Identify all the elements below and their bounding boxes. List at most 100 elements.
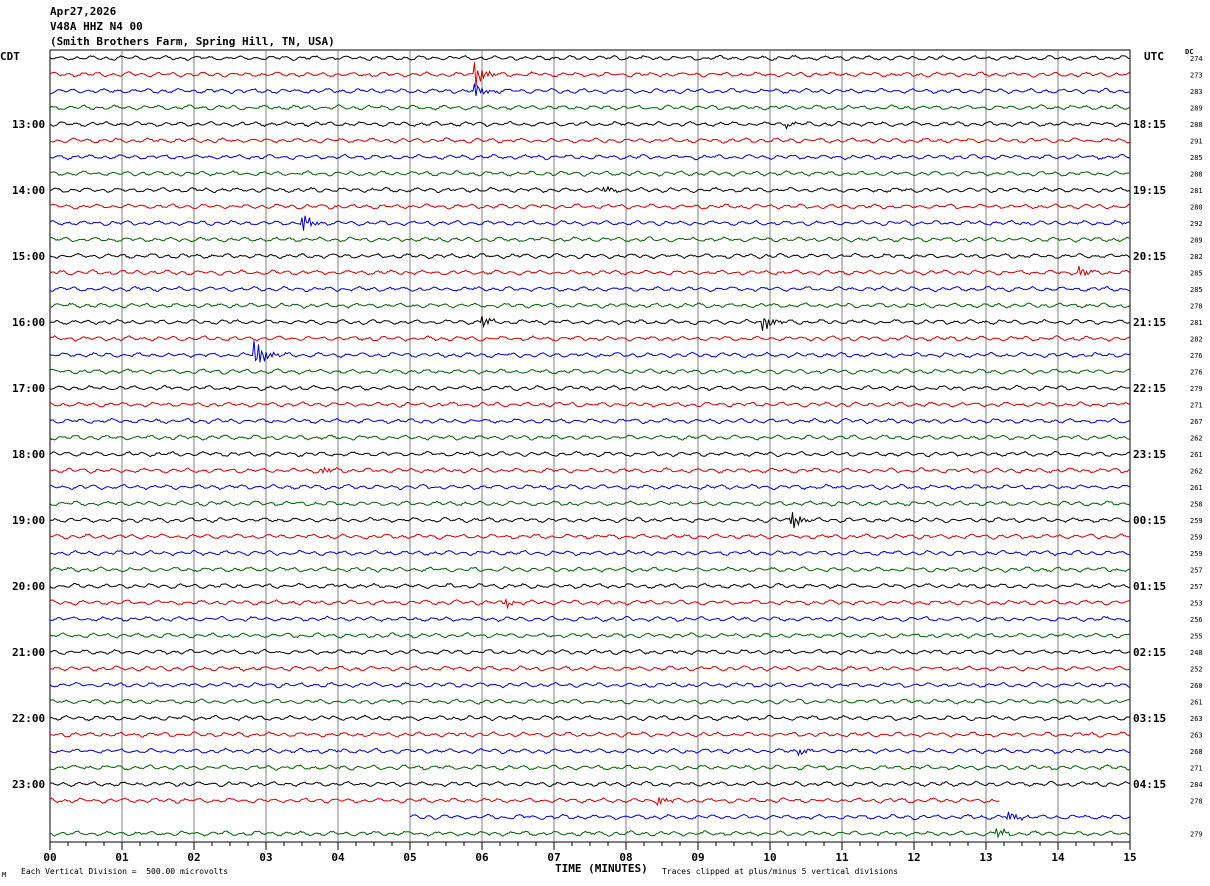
dc-value: 281 — [1190, 187, 1203, 195]
dc-value: 263 — [1190, 715, 1203, 723]
dc-value: 262 — [1190, 468, 1203, 476]
seismic-trace — [50, 665, 1131, 672]
station-location: (Smith Brothers Farm, Spring Hill, TN, U… — [50, 35, 335, 48]
seismic-trace — [49, 582, 1131, 590]
right-hour-label: 02:15 — [1133, 646, 1166, 659]
seismic-trace — [49, 315, 1131, 331]
dc-value: 285 — [1190, 286, 1203, 294]
seismic-trace — [49, 615, 1131, 623]
seismic-trace — [49, 417, 1131, 425]
left-hour-label: 16:00 — [12, 316, 45, 329]
dc-value: 259 — [1190, 534, 1203, 542]
seismic-trace — [50, 648, 1131, 656]
seismic-trace — [49, 153, 1131, 161]
seismic-trace — [409, 811, 1131, 822]
x-tick-label: 05 — [403, 851, 416, 864]
x-tick-label: 02 — [187, 851, 200, 864]
dc-value: 273 — [1190, 72, 1203, 80]
dc-value: 257 — [1190, 567, 1203, 575]
seismic-trace — [49, 698, 1131, 705]
dc-value: 279 — [1190, 385, 1203, 393]
dc-value: 289 — [1190, 105, 1203, 113]
seismic-trace — [49, 401, 1131, 408]
left-hour-label: 13:00 — [12, 118, 45, 131]
dc-value: 267 — [1190, 418, 1203, 426]
seismic-trace — [49, 104, 1131, 111]
right-hour-label: 22:15 — [1133, 382, 1166, 395]
seismic-trace — [49, 302, 1131, 309]
x-tick-label: 10 — [763, 851, 776, 864]
seismic-trace — [49, 747, 1131, 757]
x-tick-label: 09 — [691, 851, 704, 864]
dc-value: 276 — [1190, 369, 1203, 377]
left-hour-label: 22:00 — [12, 712, 45, 725]
seismic-trace — [49, 681, 1131, 689]
seismic-trace — [49, 597, 1131, 610]
seismic-trace — [49, 203, 1130, 210]
left-timezone-label: CDT — [0, 50, 20, 63]
dc-value: 285 — [1190, 270, 1203, 278]
seismic-trace — [49, 566, 1131, 573]
seismic-trace — [49, 714, 1131, 722]
left-hour-label: 15:00 — [12, 250, 45, 263]
seismic-trace — [49, 483, 1131, 491]
dc-value: 261 — [1190, 451, 1203, 459]
right-hour-label: 03:15 — [1133, 712, 1166, 725]
dc-value: 289 — [1190, 237, 1203, 245]
x-axis-title: TIME (MINUTES) — [555, 862, 648, 875]
left-hour-label: 14:00 — [12, 184, 45, 197]
dc-value: 281 — [1190, 319, 1203, 327]
seismic-trace — [49, 549, 1131, 557]
x-tick-label: 03 — [259, 851, 272, 864]
seismic-trace — [49, 764, 1131, 771]
seismic-trace — [49, 434, 1131, 441]
dc-value: 248 — [1190, 649, 1203, 657]
dc-value: 268 — [1190, 748, 1203, 756]
dc-value: 285 — [1190, 154, 1203, 162]
right-hour-label: 04:15 — [1133, 778, 1166, 791]
dc-value: 280 — [1190, 204, 1203, 212]
seismic-trace — [49, 335, 1131, 342]
seismic-trace — [49, 466, 1131, 475]
seismic-trace — [49, 512, 1131, 529]
dc-value: 288 — [1190, 121, 1203, 129]
right-hour-label: 21:15 — [1133, 316, 1166, 329]
seismic-trace — [49, 827, 1131, 839]
seismic-trace — [49, 236, 1131, 243]
dc-value: 279 — [1190, 831, 1203, 839]
dc-value: 284 — [1190, 781, 1203, 789]
dc-value: 255 — [1190, 633, 1203, 641]
dc-value: 259 — [1190, 550, 1203, 558]
seismic-trace — [49, 731, 1131, 738]
seismic-trace — [49, 252, 1131, 260]
dc-value: 291 — [1190, 138, 1203, 146]
seismic-trace — [49, 368, 1131, 375]
dc-value: 282 — [1190, 336, 1203, 344]
clip-note: Traces clipped at plus/minus 5 vertical … — [662, 867, 899, 876]
seismic-trace — [49, 500, 1131, 507]
x-tick-label: 01 — [115, 851, 129, 864]
dc-value: 278 — [1190, 303, 1203, 311]
dc-value: 256 — [1190, 616, 1203, 624]
dc-value: 278 — [1190, 798, 1203, 806]
dc-value: 252 — [1190, 666, 1203, 674]
dc-value: 261 — [1190, 484, 1203, 492]
dc-value: 262 — [1190, 435, 1203, 443]
left-hour-label: 23:00 — [12, 778, 45, 791]
right-hour-label: 18:15 — [1133, 118, 1166, 131]
seismic-trace — [49, 83, 1131, 97]
left-hour-label: 18:00 — [12, 448, 45, 461]
seismic-trace — [49, 54, 1131, 62]
seismic-trace — [49, 797, 1000, 807]
right-hour-label: 23:15 — [1133, 448, 1166, 461]
seismic-trace — [49, 62, 1131, 87]
seismic-trace — [49, 632, 1131, 639]
dc-column-label: DC — [1185, 48, 1194, 56]
x-tick-label: 06 — [475, 851, 489, 864]
x-tick-label: 04 — [331, 851, 345, 864]
left-hour-label: 21:00 — [12, 646, 45, 659]
dc-value: 274 — [1190, 55, 1203, 63]
seismic-trace — [49, 169, 1131, 177]
dc-value: 276 — [1190, 352, 1203, 360]
